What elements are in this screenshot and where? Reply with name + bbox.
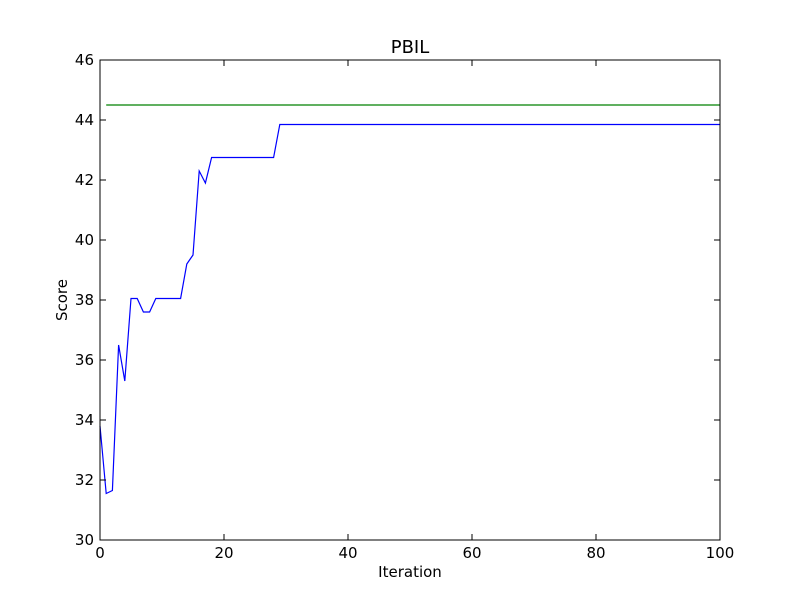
x-axis-label: Iteration bbox=[378, 563, 442, 581]
series-layer bbox=[99, 104, 720, 495]
x-tick-label: 0 bbox=[95, 544, 105, 562]
x-tick-label: 60 bbox=[462, 544, 481, 562]
y-tick-label: 36 bbox=[75, 351, 94, 369]
x-tick-label: 100 bbox=[706, 544, 735, 562]
y-tick-label: 40 bbox=[75, 231, 94, 249]
x-tick-label: 20 bbox=[214, 544, 233, 562]
series-line-1 bbox=[99, 123, 720, 495]
y-tick-label: 42 bbox=[75, 171, 94, 189]
y-axis-label: Score bbox=[53, 279, 71, 321]
y-tick-label: 34 bbox=[75, 411, 94, 429]
x-tick-label: 80 bbox=[586, 544, 605, 562]
y-tick-label: 38 bbox=[75, 291, 94, 309]
chart-title: PBIL bbox=[391, 37, 430, 58]
y-tick-label: 46 bbox=[75, 51, 94, 69]
plot-area-frame bbox=[99, 59, 721, 541]
ticks-layer: 0 20 40 60 80 100 30 32 34 36 38 40 42 44 46 bbox=[75, 51, 734, 562]
x-tick-label: 40 bbox=[338, 544, 357, 562]
y-tick-label: 32 bbox=[75, 471, 94, 489]
y-tick-label: 30 bbox=[75, 531, 94, 549]
y-tick-label: 44 bbox=[75, 111, 94, 129]
